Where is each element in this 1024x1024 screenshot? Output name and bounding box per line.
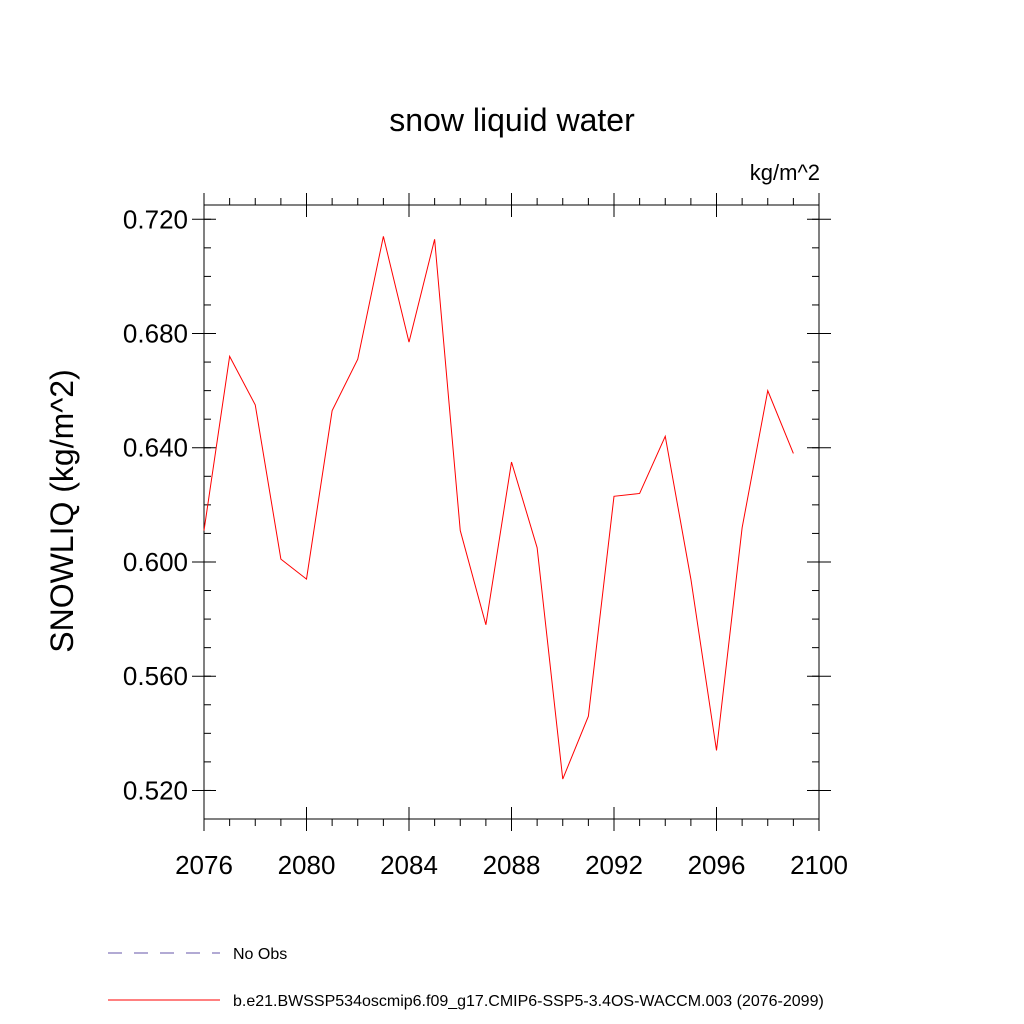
legend-label-model: b.e21.BWSSP534oscmip6.f09_g17.CMIP6-SSP5… bbox=[233, 993, 824, 1010]
y-axis-label: SNOWLIQ (kg/m^2) bbox=[44, 369, 80, 652]
plot-frame bbox=[203, 204, 820, 820]
y-minor-ticks bbox=[204, 218, 819, 820]
x-tick-label: 2088 bbox=[483, 850, 541, 880]
y-tick-label: 0.720 bbox=[123, 204, 188, 234]
series-layer bbox=[203, 236, 794, 780]
y-axis-ticks: 0.520 0.560 0.600 0.640 0.680 0.720 bbox=[123, 204, 831, 805]
y-tick-label: 0.600 bbox=[123, 547, 188, 577]
legend: No Obs b.e21.BWSSP534oscmip6.f09_g17.CMI… bbox=[108, 946, 824, 1010]
x-tick-label: 2100 bbox=[790, 850, 848, 880]
chart-title: snow liquid water bbox=[389, 102, 635, 138]
y-tick-label: 0.640 bbox=[123, 433, 188, 463]
y-tick-label: 0.520 bbox=[123, 775, 188, 805]
x-tick-label: 2092 bbox=[585, 850, 643, 880]
units-label: kg/m^2 bbox=[750, 160, 820, 185]
y-tick-label: 0.560 bbox=[123, 661, 188, 691]
legend-label-no-obs: No Obs bbox=[233, 946, 287, 963]
x-tick-label: 2080 bbox=[278, 850, 336, 880]
x-tick-label: 2096 bbox=[688, 850, 746, 880]
x-minor-ticks bbox=[203, 198, 820, 826]
x-tick-label: 2084 bbox=[380, 850, 438, 880]
x-axis-ticks: 2076 2080 2084 2088 2092 2096 2100 bbox=[175, 193, 848, 880]
x-tick-label: 2076 bbox=[175, 850, 233, 880]
series-line-0 bbox=[203, 236, 794, 780]
y-tick-label: 0.680 bbox=[123, 319, 188, 349]
